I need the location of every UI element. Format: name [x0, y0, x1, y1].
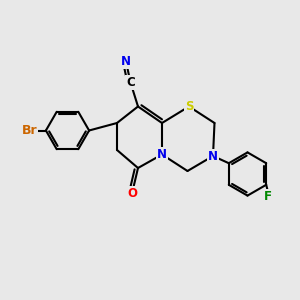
Text: C: C: [126, 76, 135, 89]
Text: N: N: [208, 149, 218, 163]
Text: F: F: [264, 190, 272, 203]
Text: S: S: [185, 100, 193, 113]
Text: N: N: [157, 148, 167, 161]
Text: N: N: [121, 55, 131, 68]
Text: Br: Br: [22, 124, 37, 137]
Text: O: O: [127, 187, 137, 200]
